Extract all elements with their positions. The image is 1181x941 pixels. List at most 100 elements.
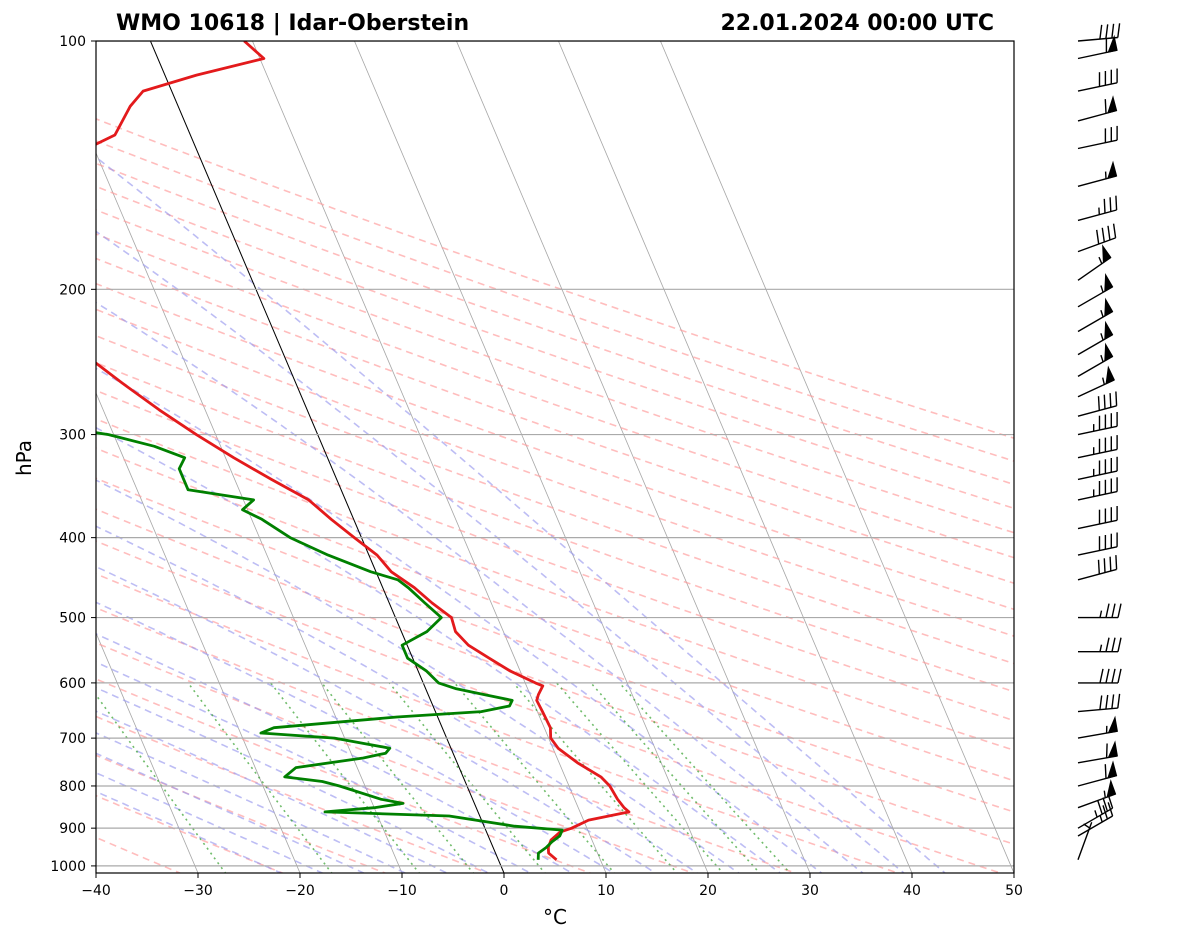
dry-adiabat-line [96,185,1014,510]
wind-barb [1077,95,1118,122]
isotherm-line [455,41,811,873]
dry-adiabat-line [96,389,1014,722]
dry-adiabat-line [96,754,388,873]
moist-adiabat-line [96,565,657,873]
wind-barb [1077,794,1114,829]
dry-adiabat-line [96,209,1014,534]
x-tick-label: −10 [387,883,417,899]
grid-layer [96,41,1014,873]
wind-barb [1077,740,1118,764]
wind-barb [1077,505,1118,530]
y-tick-label: 400 [59,531,86,547]
moist-adiabat-line [96,479,740,873]
dry-adiabat-line [96,334,1014,665]
wind-barb [1077,244,1112,281]
x-tick-label: −40 [81,883,111,899]
mixing-ratio-line [590,682,761,873]
moist-adiabat-line [96,661,532,873]
wind-barb [1077,160,1118,187]
wind-barb [1077,272,1114,308]
isotherm-line [96,631,199,873]
wind-barb [1077,555,1118,581]
y-tick-label: 800 [59,779,86,795]
wind-barb [1078,637,1122,653]
y-tick-label: 200 [59,282,86,298]
wind-barb [1077,760,1118,787]
moist-adiabat-line [96,710,449,873]
dry-adiabat-line [96,641,696,873]
dry-adiabat-line [96,794,285,873]
dry-adiabat-line [96,678,593,873]
moist-adiabat-line [96,686,491,873]
chart-title-station: WMO 10618 | Idar-Oberstein [116,11,469,36]
wind-barb [1077,532,1118,556]
moist-adiabat-line [96,601,616,873]
moist-adiabat-line [96,790,283,873]
dry-adiabat-line [96,308,1014,637]
wind-barb [1077,297,1114,333]
isobar-layer [96,41,1014,867]
dry-adiabat-line [96,606,798,873]
wind-barb [1077,802,1114,837]
y-tick-label: 600 [59,676,86,692]
dry-adiabat-line [96,477,1014,813]
dry-adiabat-line [96,257,1014,585]
mixing-ratio-line [512,682,678,873]
wind-barbs [1077,23,1122,861]
wind-barb [1077,477,1118,501]
wind-barb [1077,320,1114,356]
moist-adiabat-line [96,633,574,873]
y-tick-label: 700 [59,731,86,747]
mixing-ratio-line [270,682,421,873]
dry-adiabat-line [96,162,1014,486]
dry-adiabat-line [96,118,1014,440]
wind-barb [1077,693,1121,713]
mixing-ratio-line [388,682,546,873]
moist-adiabat-line [96,301,864,873]
y-tick-label: 100 [59,34,86,50]
y-axis-label: hPa [12,440,36,476]
x-tick-label: 50 [1005,883,1023,899]
isotherm-line [96,391,301,873]
moist-adiabat-line [96,525,699,873]
mixing-ratio-line [187,682,333,873]
wind-barb [1078,668,1122,684]
mixing-ratio-line [555,682,725,873]
x-tick-label: 0 [500,883,509,899]
wind-barb [1077,365,1115,398]
dry-adiabat-line [96,447,1014,782]
dry-adiabat-line [96,282,1014,611]
isotherm-line [353,41,709,873]
temperature-profile [96,41,631,861]
dry-adiabat-line [96,233,1014,559]
x-axis: −40 −30 −20 −10 0 10 20 30 40 50 [81,873,1023,899]
x-tick-label: 30 [801,883,819,899]
dry-adiabat-line [96,540,1003,873]
x-tick-label: 40 [903,883,921,899]
wind-barb [1077,23,1121,42]
wind-barb [1077,412,1118,436]
wind-barb [1077,342,1114,378]
moist-adiabat-line [96,732,407,873]
x-tick-label: −30 [183,883,213,899]
moist-adiabat-line [96,771,325,873]
wind-barb [1077,223,1117,253]
dry-adiabat-line [96,361,1014,693]
dry-adiabat-line [96,140,1014,462]
isotherm-line [557,41,913,873]
isotherm-line [659,41,1014,873]
x-tick-label: −20 [285,883,315,899]
moist-adiabat-line [96,156,947,873]
y-tick-label: 1000 [50,859,86,875]
x-axis-label: °C [543,905,567,929]
wind-barb [1077,715,1118,739]
moist-adiabat-line [96,230,906,873]
x-tick-label: 10 [597,883,615,899]
moist-adiabat-line [96,367,823,873]
wind-barb [1077,435,1118,459]
y-axis: 100 200 300 400 500 600 700 800 900 1000 [50,34,96,875]
profile-layer [96,41,631,861]
y-tick-label: 300 [59,428,86,444]
dry-adiabat-line [96,573,901,873]
